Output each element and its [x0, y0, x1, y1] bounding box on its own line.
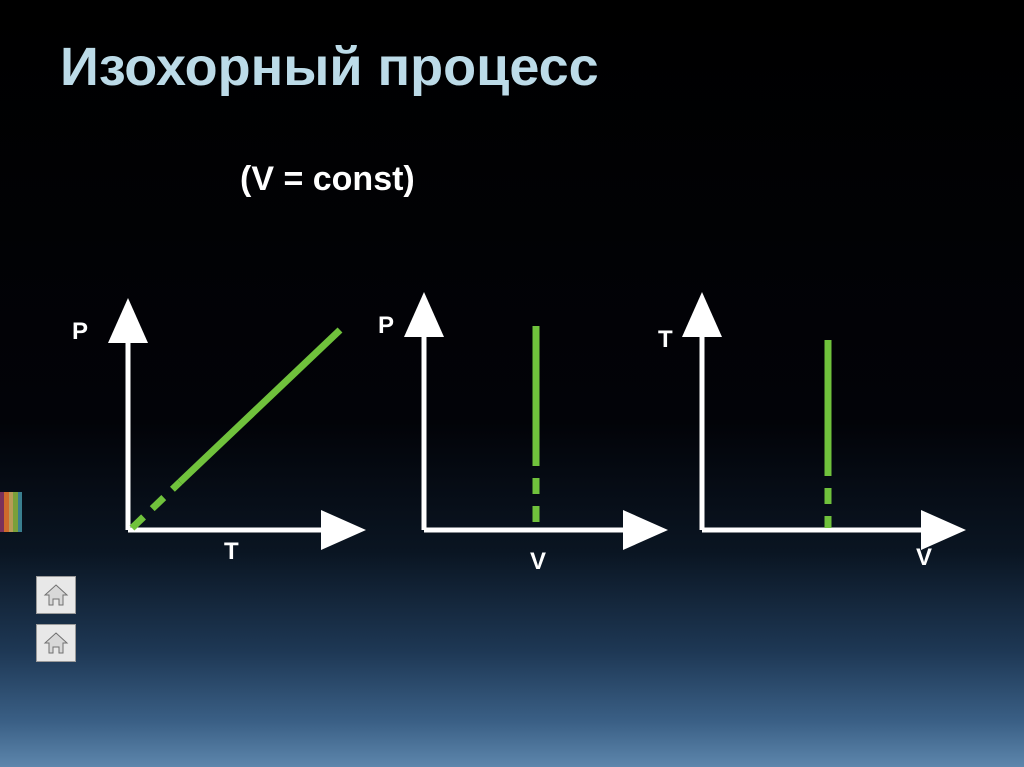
y-axis-label: T — [658, 326, 673, 354]
y-axis-label: P — [72, 318, 88, 346]
home-icon — [42, 582, 70, 608]
x-axis-label: V — [916, 544, 932, 572]
curve-dashed — [132, 482, 180, 528]
chart-0: PT — [96, 312, 361, 567]
slide-title: Изохорный процесс — [60, 36, 599, 98]
slide: Изохорный процесс (V = const) PT PV TV — [0, 0, 1024, 767]
side-accent-stripes — [0, 492, 22, 532]
chart-svg-2 — [682, 312, 947, 567]
chart-2: TV — [682, 312, 947, 567]
stripe — [18, 492, 22, 532]
y-axis-label: P — [378, 312, 394, 340]
curve-solid — [180, 330, 340, 482]
home-icon — [42, 630, 70, 656]
home-button[interactable] — [36, 576, 76, 614]
chart-1: PV — [400, 312, 665, 567]
slide-subtitle: (V = const) — [240, 160, 415, 199]
chart-svg-0 — [96, 312, 361, 567]
x-axis-label: V — [530, 548, 546, 576]
chart-svg-1 — [400, 312, 665, 567]
x-axis-label: T — [224, 538, 239, 566]
home-button[interactable] — [36, 624, 76, 662]
